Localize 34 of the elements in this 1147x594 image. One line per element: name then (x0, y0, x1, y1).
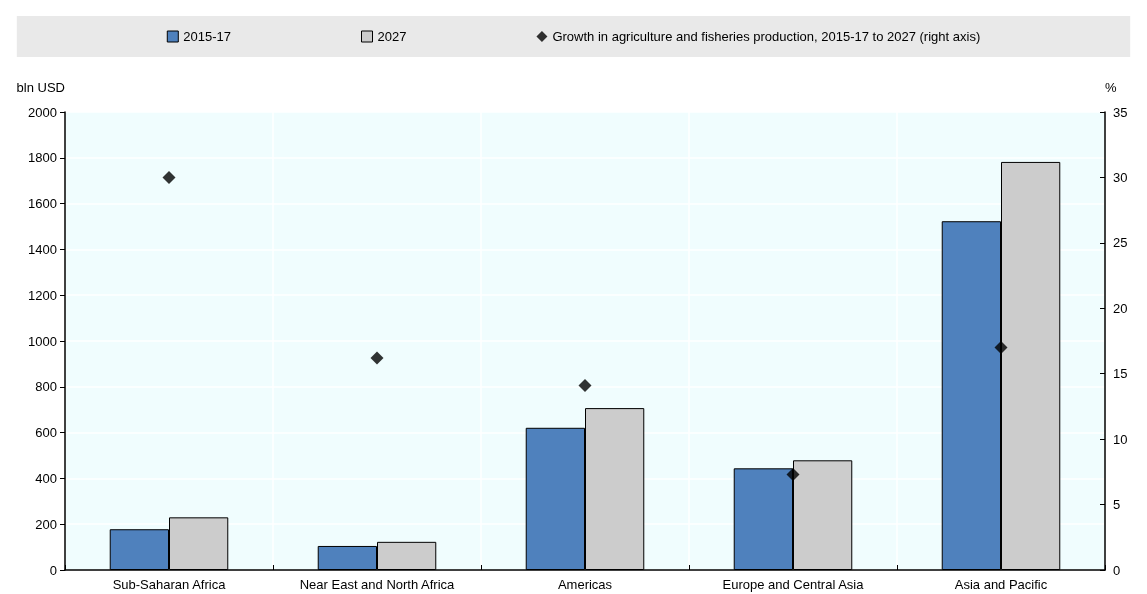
y-tick-label: 2000 (28, 104, 57, 120)
point (162, 170, 176, 184)
legend-label: 2015-17 (183, 29, 232, 44)
y2-tick-label: 5 (1113, 497, 1121, 513)
y2-axis-title: % (1105, 80, 1117, 95)
y-tick-label: 400 (35, 470, 57, 486)
y2-tick-label: 0 (1113, 562, 1121, 578)
x-tick-label: Sub-Saharan Africa (112, 577, 227, 592)
y2-tick-label: 15 (1113, 366, 1128, 382)
legend-label: 2027 (377, 29, 407, 44)
y2-tick-label: 25 (1113, 235, 1128, 251)
point (578, 378, 592, 392)
y-axis-title: bln USD (16, 80, 65, 95)
y-tick-label: 200 (35, 516, 57, 532)
y-tick-label: 0 (49, 562, 57, 578)
y2-tick-label: 35 (1113, 104, 1128, 120)
y-tick-label: 800 (35, 379, 57, 395)
x-tick-label: Asia and Pacific (954, 577, 1048, 592)
y2-tick-label: 10 (1113, 431, 1128, 447)
y-tick-label: 1400 (28, 241, 57, 257)
y-tick-label: 1600 (28, 196, 57, 212)
y2-tick-label: 30 (1113, 169, 1128, 185)
legend-label: Growth in agriculture and fisheries production, 2015-17 to 2027 (right axis) (552, 29, 981, 44)
point (370, 351, 384, 365)
point (994, 341, 1008, 355)
x-tick-label: Near East and North Africa (299, 577, 456, 592)
y-tick-label: 1000 (28, 333, 57, 349)
x-tick-label: Americas (557, 577, 613, 592)
y-tick-label: 1800 (28, 150, 57, 166)
point (786, 467, 800, 481)
y2-tick-label: 20 (1113, 300, 1128, 316)
x-tick-label: Europe and Central Asia (722, 577, 865, 592)
y-tick-label: 1200 (28, 287, 57, 303)
y-tick-label: 600 (35, 425, 57, 441)
